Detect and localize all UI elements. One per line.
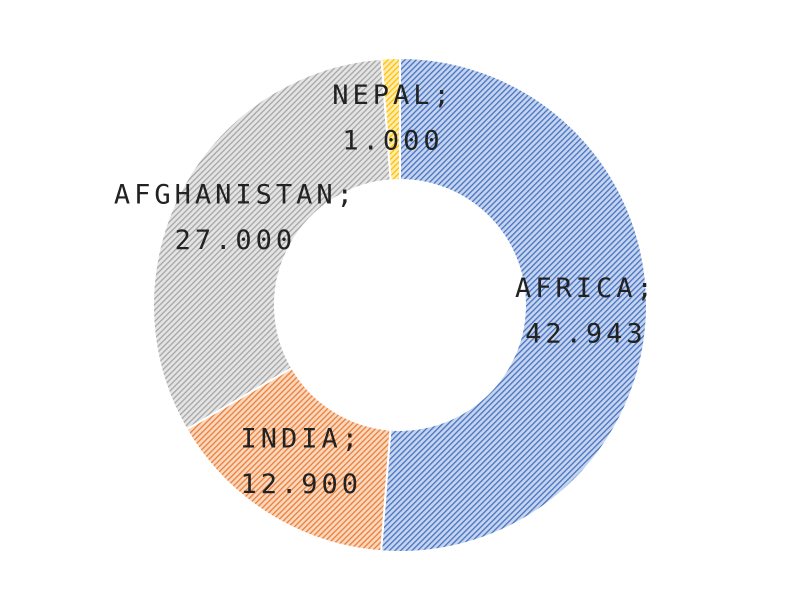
value-label: 12.900 <box>240 469 362 500</box>
slice-label: AFRICA; <box>515 273 657 304</box>
label-separator: ; <box>637 273 657 304</box>
label-separator: ; <box>337 179 357 210</box>
donut-slice <box>380 56 401 182</box>
category-name: AFGHANISTAN <box>114 179 337 210</box>
label-separator: ; <box>434 80 454 111</box>
label-separator: ; <box>342 423 362 454</box>
slice-label: INDIA; <box>240 423 362 454</box>
donut-slice <box>152 57 392 431</box>
category-name: INDIA <box>240 423 341 454</box>
value-label: 42.943 <box>525 319 647 350</box>
slice-label: NEPAL; <box>332 80 454 111</box>
category-name: NEPAL <box>332 80 433 111</box>
slice-label: AFGHANISTAN; <box>114 179 357 210</box>
value-label: 27.000 <box>175 225 297 256</box>
donut-slice <box>185 366 392 553</box>
category-name: AFRICA <box>515 273 637 304</box>
donut-slice <box>380 56 648 553</box>
value-label: 1.000 <box>342 126 443 157</box>
